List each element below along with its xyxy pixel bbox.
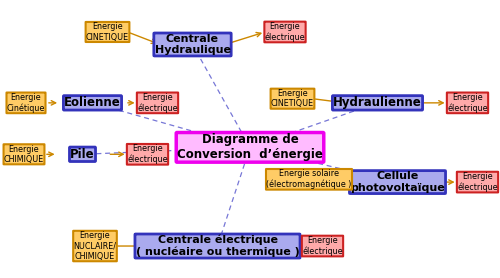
Text: Energie
électrique: Energie électrique [137, 93, 178, 113]
Text: Centrale électrique
( nucléaire ou thermique ): Centrale électrique ( nucléaire ou therm… [136, 235, 300, 257]
Text: Energie
CHIMIQUE: Energie CHIMIQUE [4, 145, 44, 164]
Text: Diagramme de
Conversion  d’énergie: Diagramme de Conversion d’énergie [177, 133, 323, 161]
Text: Energie
électrique: Energie électrique [457, 172, 498, 192]
Text: Pile: Pile [70, 148, 95, 161]
Text: Hydraulienne: Hydraulienne [333, 96, 422, 109]
Text: Centrale
Hydraulique: Centrale Hydraulique [154, 34, 230, 55]
Text: Energie
CINETIQUE: Energie CINETIQUE [86, 22, 129, 42]
Text: Energie
NUCLAIRE/
CHIMIQUE: Energie NUCLAIRE/ CHIMIQUE [74, 231, 116, 261]
Text: Cellule
photovoltaïque: Cellule photovoltaïque [350, 171, 445, 193]
Text: Energie solaire
(électromagnétique ): Energie solaire (électromagnétique ) [266, 169, 352, 189]
Text: Energie
électrique: Energie électrique [264, 22, 306, 42]
Text: Energie
électrique: Energie électrique [127, 144, 168, 164]
Text: Energie
électrique: Energie électrique [447, 93, 488, 113]
Text: Energie
électrique: Energie électrique [302, 236, 343, 256]
Text: Eolienne: Eolienne [64, 96, 121, 109]
Text: Energie
CINETIQUE: Energie CINETIQUE [271, 89, 314, 108]
Text: Energie
Cinétique: Energie Cinétique [7, 93, 45, 113]
